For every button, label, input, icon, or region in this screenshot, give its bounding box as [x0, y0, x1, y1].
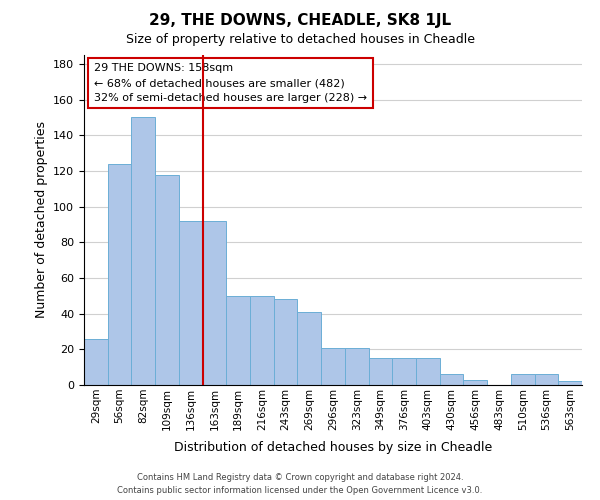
- Bar: [250, 296, 274, 385]
- Bar: [345, 348, 368, 385]
- Text: 29 THE DOWNS: 158sqm
← 68% of detached houses are smaller (482)
32% of semi-deta: 29 THE DOWNS: 158sqm ← 68% of detached h…: [94, 63, 367, 103]
- Bar: [226, 296, 250, 385]
- Bar: [392, 358, 416, 385]
- Bar: [416, 358, 440, 385]
- Text: Size of property relative to detached houses in Cheadle: Size of property relative to detached ho…: [125, 32, 475, 46]
- Bar: [511, 374, 535, 385]
- Bar: [203, 221, 226, 385]
- Text: 29, THE DOWNS, CHEADLE, SK8 1JL: 29, THE DOWNS, CHEADLE, SK8 1JL: [149, 12, 451, 28]
- Bar: [440, 374, 463, 385]
- Bar: [274, 300, 298, 385]
- Text: Contains HM Land Registry data © Crown copyright and database right 2024.
Contai: Contains HM Land Registry data © Crown c…: [118, 474, 482, 495]
- Bar: [155, 174, 179, 385]
- Bar: [368, 358, 392, 385]
- Bar: [108, 164, 131, 385]
- Bar: [84, 338, 108, 385]
- Y-axis label: Number of detached properties: Number of detached properties: [35, 122, 47, 318]
- Bar: [463, 380, 487, 385]
- Bar: [131, 118, 155, 385]
- Bar: [179, 221, 203, 385]
- Bar: [558, 382, 582, 385]
- Bar: [321, 348, 345, 385]
- Bar: [298, 312, 321, 385]
- X-axis label: Distribution of detached houses by size in Cheadle: Distribution of detached houses by size …: [174, 441, 492, 454]
- Bar: [535, 374, 558, 385]
